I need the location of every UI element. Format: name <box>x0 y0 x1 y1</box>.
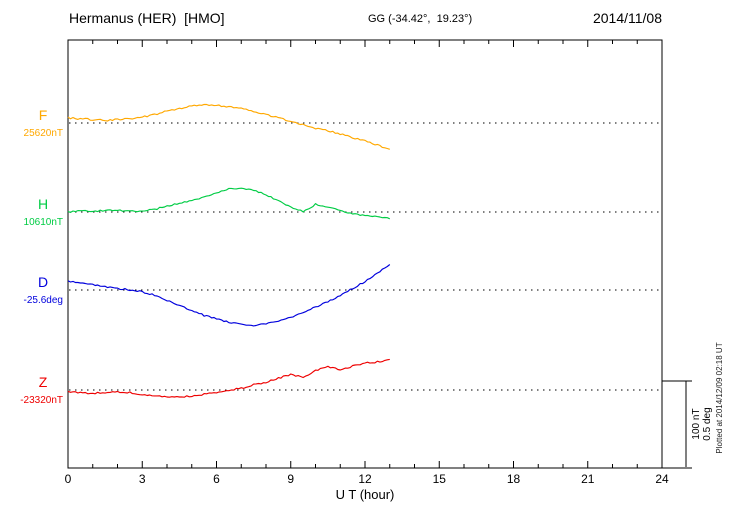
series-baseline-value-D: -25.6deg <box>24 295 63 306</box>
series-label-Z: Z <box>39 374 48 390</box>
x-tick-label: 18 <box>507 472 521 486</box>
plot-date: 2014/11/08 <box>592 10 662 26</box>
series-label-D: D <box>38 274 48 290</box>
x-tick-label: 3 <box>139 472 146 486</box>
x-tick-label: 21 <box>581 472 595 486</box>
x-tick-label: 0 <box>65 472 72 486</box>
series-label-H: H <box>38 196 48 212</box>
series-baseline-value-F: 25620nT <box>24 128 63 139</box>
series-label-F: F <box>39 107 48 123</box>
scale-label-deg: 0.5 deg <box>702 407 713 440</box>
series-baseline-value-Z: -23320nT <box>20 395 63 406</box>
trace-H <box>67 187 391 220</box>
trace-D <box>67 264 391 327</box>
trace-F <box>67 103 390 150</box>
chart-generated-layers: 0 3 6 9 12 15 18 21 24 F 25620nT H 10610nT D -25.6deg Z… <box>20 39 692 486</box>
x-tick-label: 9 <box>287 472 294 486</box>
x-tick-label: 15 <box>433 472 447 486</box>
plotted-at-note: Plotted at 2014/12/09 02:18 UT <box>715 342 724 453</box>
x-tick-label: 12 <box>358 472 372 486</box>
x-tick-label: 6 <box>213 472 220 486</box>
series-baseline-value-H: 10610nT <box>24 217 63 228</box>
station-title: Hermanus (HER) [HMO] <box>69 10 225 26</box>
trace-Z <box>67 358 390 398</box>
scale-label-nt: 100 nT <box>691 408 702 439</box>
x-axis-title: U T (hour) <box>335 487 395 502</box>
geographic-coordinates: GG (-34.42°, 19.23°) <box>368 13 473 25</box>
x-tick-label: 24 <box>655 472 669 486</box>
plot-border <box>67 39 663 469</box>
